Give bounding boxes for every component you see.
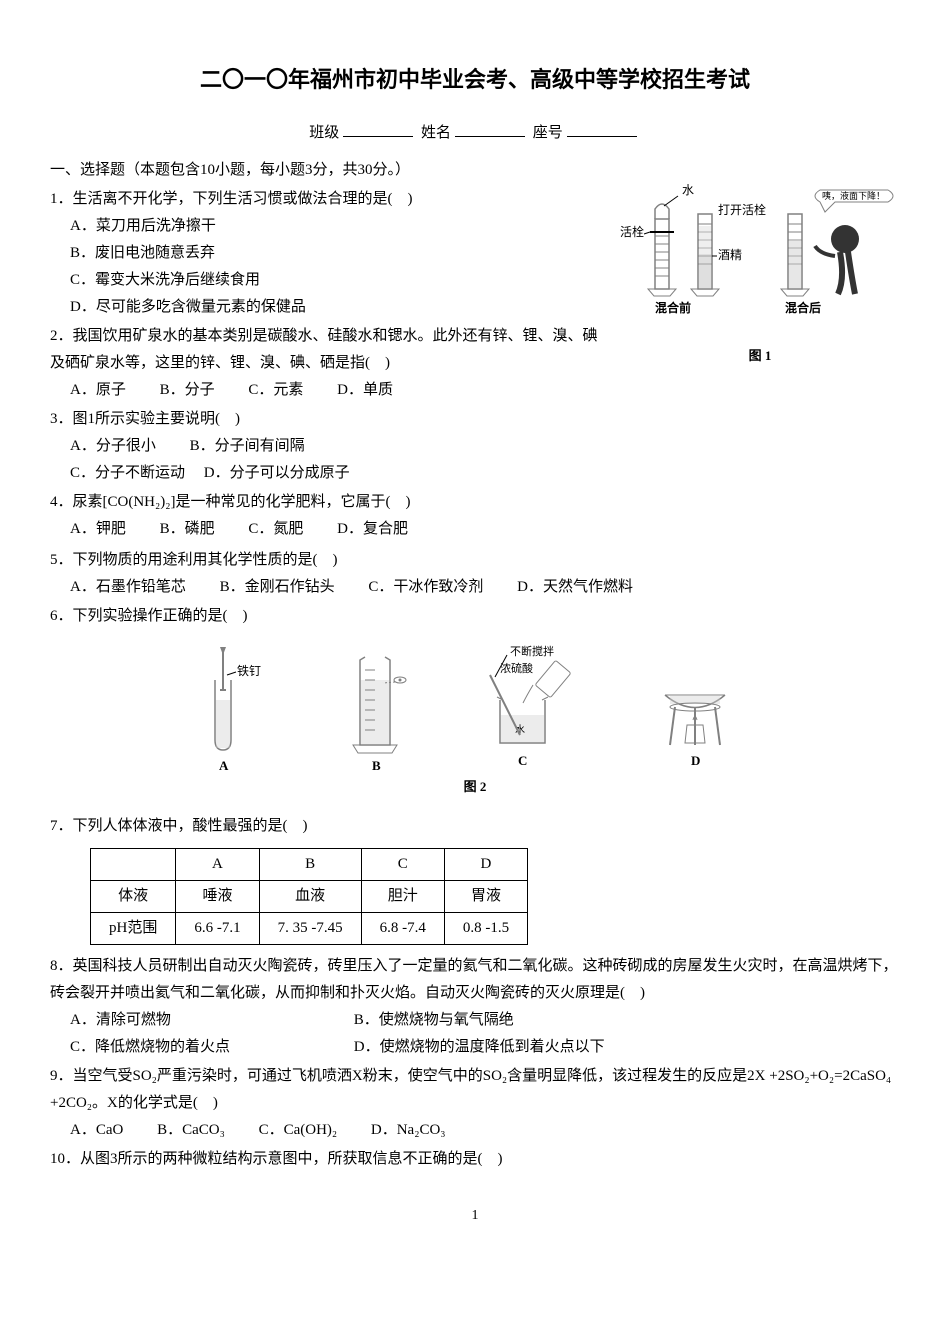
question-2: 2．我国饮用矿泉水的基本类别是碳酸水、硅酸水和锶水。此外还有锌、锂、溴、碘及硒矿… xyxy=(50,323,900,404)
q4-option-b: B．磷肥 xyxy=(160,516,215,543)
q2-stem: 2．我国饮用矿泉水的基本类别是碳酸水、硅酸水和锶水。此外还有锌、锂、溴、碘及硒矿… xyxy=(50,323,900,377)
table-header: C xyxy=(361,848,444,880)
q2-option-c: C．元素 xyxy=(248,377,303,404)
q5-option-d: D．天然气作燃料 xyxy=(517,574,633,601)
q5-option-c: C．干冰作致冷剂 xyxy=(368,574,483,601)
q5-option-a: A．石墨作铅笔芯 xyxy=(70,574,186,601)
q9-option-a: A．CaO xyxy=(70,1117,123,1144)
q7-table: A B C D 体液 唾液 血液 胆汁 胃液 pH范围 6.6 -7.1 7. … xyxy=(90,848,528,945)
svg-text:A: A xyxy=(219,758,229,773)
q3-stem: 3．图1所示实验主要说明( ) xyxy=(50,406,900,433)
q8-option-d: D．使燃烧物的温度降低到着火点以下 xyxy=(354,1034,634,1061)
page-title: 二〇一〇年福州市初中毕业会考、高级中等学校招生考试 xyxy=(50,60,900,100)
seat-blank[interactable] xyxy=(567,120,637,137)
q2-option-b: B．分子 xyxy=(160,377,215,404)
q1-option-b: B．废旧电池随意丢弃 xyxy=(70,240,350,267)
q3-option-b: B．分子间有间隔 xyxy=(190,438,305,454)
q8-option-c: C．降低燃烧物的着火点 xyxy=(70,1034,350,1061)
table-cell: 0.8 -1.5 xyxy=(444,912,527,944)
seat-label: 座号 xyxy=(533,125,563,141)
q1-option-d: D．尽可能多吃含微量元素的保健品 xyxy=(70,294,350,321)
question-5: 5．下列物质的用途利用其化学性质的是( ) A．石墨作铅笔芯 B．金刚石作钻头 … xyxy=(50,547,900,601)
table-cell: 6.6 -7.1 xyxy=(176,912,259,944)
q6-stem: 6．下列实验操作正确的是( ) xyxy=(50,603,900,630)
q2-option-a: A．原子 xyxy=(70,377,126,404)
q7-stem: 7．下列人体体液中，酸性最强的是( ) xyxy=(50,813,900,840)
q8-stem: 8．英国科技人员研制出自动灭火陶瓷砖，砖里压入了一定量的氦气和二氧化碳。这种砖砌… xyxy=(50,953,900,1007)
q8-option-a: A．清除可燃物 xyxy=(70,1007,350,1034)
class-label: 班级 xyxy=(309,125,339,141)
table-header: B xyxy=(259,848,361,880)
q9-option-b: B．CaCO₃ xyxy=(157,1117,225,1144)
svg-text:C: C xyxy=(518,753,527,768)
table-cell: pH范围 xyxy=(91,912,176,944)
table-cell: 胃液 xyxy=(444,880,527,912)
q10-stem: 10．从图3所示的两种微粒结构示意图中，所获取信息不正确的是( ) xyxy=(50,1146,900,1173)
name-label: 姓名 xyxy=(421,125,451,141)
svg-text:B: B xyxy=(372,758,381,773)
q1-option-a: A．菜刀用后洗净擦干 xyxy=(70,213,350,240)
q4-stem: 4．尿素[CO(NH₂)₂]是一种常见的化学肥料，它属于( ) xyxy=(50,489,900,516)
q3-option-c: C．分子不断运动 xyxy=(70,465,185,481)
q1-stem: 1．生活离不开化学，下列生活习惯或做法合理的是( ) xyxy=(50,186,900,213)
fill-in-line: 班级 姓名 座号 xyxy=(50,120,900,147)
question-3: 3．图1所示实验主要说明( ) A．分子很小 B．分子间有间隔 C．分子不断运动… xyxy=(50,406,900,487)
table-cell: 血液 xyxy=(259,880,361,912)
q4-option-d: D．复合肥 xyxy=(337,516,408,543)
q5-stem: 5．下列物质的用途利用其化学性质的是( ) xyxy=(50,547,900,574)
question-8: 8．英国科技人员研制出自动灭火陶瓷砖，砖里压入了一定量的氦气和二氧化碳。这种砖砌… xyxy=(50,953,900,1061)
table-cell: 7. 35 -7.45 xyxy=(259,912,361,944)
table-header: D xyxy=(444,848,527,880)
question-9: 9．当空气受SO₂严重污染时，可通过飞机喷洒X粉末，使空气中的SO₂含量明显降低… xyxy=(50,1063,900,1144)
figure2-label: 图 2 xyxy=(50,775,900,798)
class-blank[interactable] xyxy=(343,120,413,137)
section-heading: 一、选择题（本题包含10小题，每小题3分，共30分。） xyxy=(50,157,900,184)
q5-option-b: B．金刚石作钻头 xyxy=(220,574,335,601)
q1-option-c: C．霉变大米洗净后继续食用 xyxy=(70,267,350,294)
q2-option-d: D．单质 xyxy=(337,377,393,404)
svg-text:浓硫酸: 浓硫酸 xyxy=(500,661,533,675)
q9-option-d: D．Na₂CO₃ xyxy=(371,1117,446,1144)
table-cell: 胆汁 xyxy=(361,880,444,912)
table-cell: 6.8 -7.4 xyxy=(361,912,444,944)
figure-2: 铁钉 A B 不断搅拌 浓硫酸 xyxy=(50,645,900,798)
q9-option-c: C．Ca(OH)₂ xyxy=(259,1117,338,1144)
q9-stem: 9．当空气受SO₂严重污染时，可通过飞机喷洒X粉末，使空气中的SO₂含量明显降低… xyxy=(50,1063,900,1117)
q4-option-a: A．钾肥 xyxy=(70,516,126,543)
table-header: A xyxy=(176,848,259,880)
table-header xyxy=(91,848,176,880)
q8-option-b: B．使燃烧物与氧气隔绝 xyxy=(354,1007,634,1034)
page-number: 1 xyxy=(50,1203,900,1228)
name-blank[interactable] xyxy=(455,120,525,137)
question-4: 4．尿素[CO(NH₂)₂]是一种常见的化学肥料，它属于( ) A．钾肥 B．磷… xyxy=(50,489,900,543)
svg-text:D: D xyxy=(691,753,700,768)
question-1: 1．生活离不开化学，下列生活习惯或做法合理的是( ) A．菜刀用后洗净擦干 B．… xyxy=(50,186,900,321)
q3-option-d: D．分子可以分成原子 xyxy=(204,465,350,481)
q4-option-c: C．氮肥 xyxy=(248,516,303,543)
question-7: 7．下列人体体液中，酸性最强的是( ) A B C D 体液 唾液 血液 胆汁 … xyxy=(50,813,900,945)
table-cell: 唾液 xyxy=(176,880,259,912)
question-6: 6．下列实验操作正确的是( ) xyxy=(50,603,900,630)
q3-option-a: A．分子很小 xyxy=(70,438,156,454)
table-cell: 体液 xyxy=(91,880,176,912)
svg-text:铁钉: 铁钉 xyxy=(237,664,261,678)
svg-text:不断搅拌: 不断搅拌 xyxy=(510,645,554,658)
question-10: 10．从图3所示的两种微粒结构示意图中，所获取信息不正确的是( ) xyxy=(50,1146,900,1173)
